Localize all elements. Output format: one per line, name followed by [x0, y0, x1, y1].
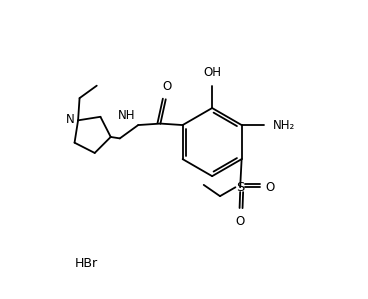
Text: NH₂: NH₂ — [273, 119, 295, 132]
Text: N: N — [66, 113, 75, 126]
Text: O: O — [162, 80, 171, 93]
Text: S: S — [236, 181, 244, 194]
Text: HBr: HBr — [74, 257, 98, 270]
Text: OH: OH — [203, 66, 221, 79]
Text: O: O — [235, 215, 244, 228]
Text: O: O — [265, 181, 274, 194]
Text: NH: NH — [118, 109, 135, 121]
